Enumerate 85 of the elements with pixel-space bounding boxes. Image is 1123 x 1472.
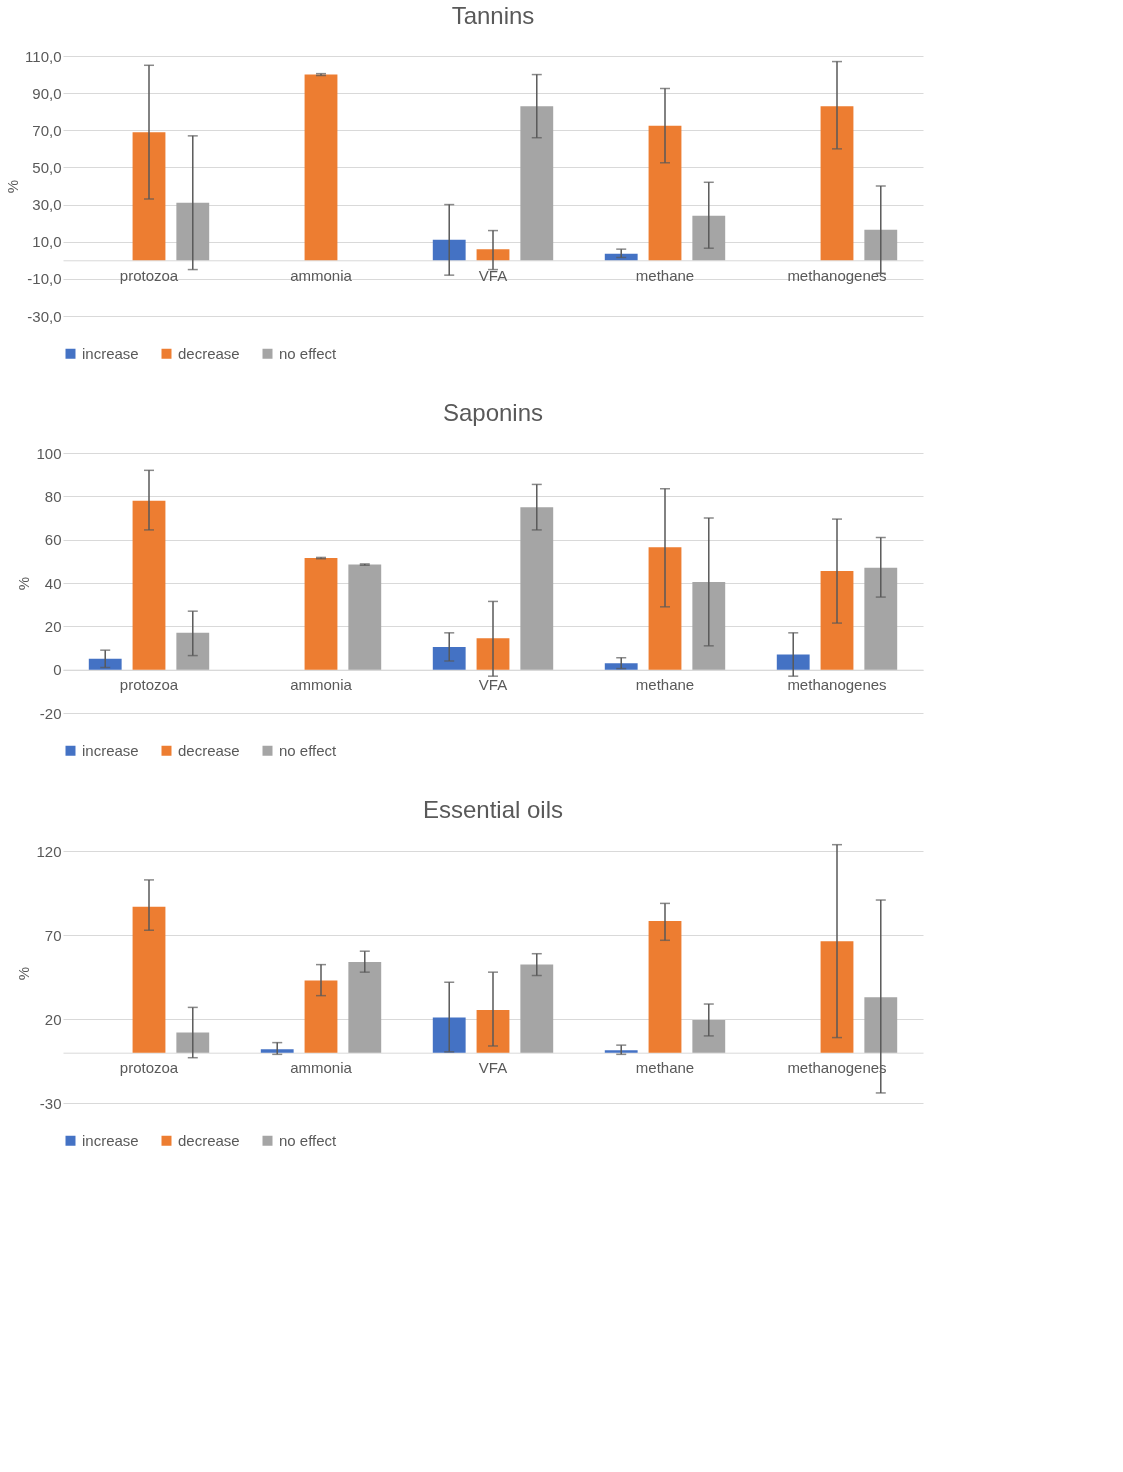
x-tick-label: methane: [635, 266, 695, 284]
y-tick-label: -30,0: [27, 307, 62, 325]
bar: [864, 567, 898, 670]
bar: [476, 249, 510, 261]
bar: [88, 658, 122, 670]
y-tick-label: -10,0: [27, 270, 62, 288]
bar: [176, 1032, 210, 1053]
y-tick-label: 50,0: [32, 158, 62, 176]
x-tick-label: protozoa: [119, 266, 179, 284]
bar: [432, 1017, 466, 1053]
bar: [820, 941, 854, 1053]
bar: [348, 962, 382, 1053]
y-axis-title: %: [4, 179, 22, 194]
x-tick-label: VFA: [478, 1059, 508, 1077]
y-tick-label: 20: [44, 1010, 62, 1028]
bar: [604, 1050, 638, 1053]
chart-title: Saponins: [442, 399, 544, 426]
y-tick-label: 20: [44, 617, 62, 635]
x-tick-label: VFA: [478, 266, 508, 284]
x-tick-label: methanogenes: [787, 676, 887, 694]
bar: [432, 239, 466, 261]
bar: [476, 638, 510, 670]
legend-label: increase: [82, 1131, 139, 1149]
x-tick-label: methanogenes: [787, 266, 887, 284]
bar: [260, 1049, 294, 1053]
bar: [864, 997, 898, 1053]
legend-label: increase: [82, 344, 139, 362]
x-tick-label: ammonia: [290, 1059, 353, 1077]
x-tick-label: protozoa: [119, 1059, 179, 1077]
bar: [692, 581, 726, 670]
bar: [820, 106, 854, 261]
bar: [864, 229, 898, 261]
x-tick-label: protozoa: [119, 676, 179, 694]
y-tick-label: 10,0: [32, 233, 62, 251]
x-tick-label: methane: [635, 676, 695, 694]
bar: [304, 558, 338, 670]
bar: [176, 202, 210, 261]
bar: [520, 507, 554, 670]
bar: [520, 106, 554, 261]
legend-label: increase: [82, 741, 139, 759]
y-tick-label: -30: [39, 1094, 62, 1112]
bar: [820, 571, 854, 670]
bar: [692, 1019, 726, 1053]
bar: [304, 74, 338, 261]
legend-label: no effect: [279, 741, 338, 759]
legend-label: no effect: [279, 344, 338, 362]
bar: [304, 980, 338, 1053]
bar: [476, 1009, 510, 1053]
y-tick-label: 110,0: [25, 47, 62, 65]
y-tick-label: 70,0: [32, 121, 62, 139]
legend-label: decrease: [178, 1131, 240, 1149]
legend-label: decrease: [178, 741, 240, 759]
bar: [348, 564, 382, 670]
bar: [692, 215, 726, 261]
x-tick-label: ammonia: [290, 266, 353, 284]
bar: [648, 125, 682, 261]
y-axis-title: %: [15, 576, 33, 591]
legend-label: no effect: [279, 1131, 338, 1149]
y-tick-label: 0: [53, 661, 62, 679]
y-tick-label: 60: [44, 531, 62, 549]
legend-label: decrease: [178, 344, 240, 362]
y-tick-label: 80: [44, 487, 62, 505]
y-tick-label: 90,0: [32, 84, 62, 102]
y-axis-title: %: [15, 966, 33, 981]
bar: [132, 132, 166, 261]
y-tick-label: 40: [44, 574, 62, 592]
y-tick-label: 70: [44, 926, 62, 944]
y-tick-label: 100: [36, 444, 62, 462]
bar: [132, 906, 166, 1053]
bar: [432, 646, 466, 670]
x-tick-label: methane: [635, 1059, 695, 1077]
bar: [520, 964, 554, 1053]
x-tick-label: ammonia: [290, 676, 353, 694]
x-tick-label: VFA: [478, 676, 508, 694]
y-tick-label: -20: [39, 704, 62, 722]
bar: [648, 547, 682, 670]
y-tick-label: 30,0: [32, 196, 62, 214]
bar: [176, 632, 210, 670]
chart-title: Tannins: [451, 2, 535, 29]
bar: [604, 663, 638, 670]
bar: [132, 500, 166, 670]
bar: [776, 654, 810, 670]
chart-title: Essential oils: [422, 796, 564, 823]
bar: [648, 921, 682, 1053]
y-tick-label: 120: [36, 842, 62, 860]
